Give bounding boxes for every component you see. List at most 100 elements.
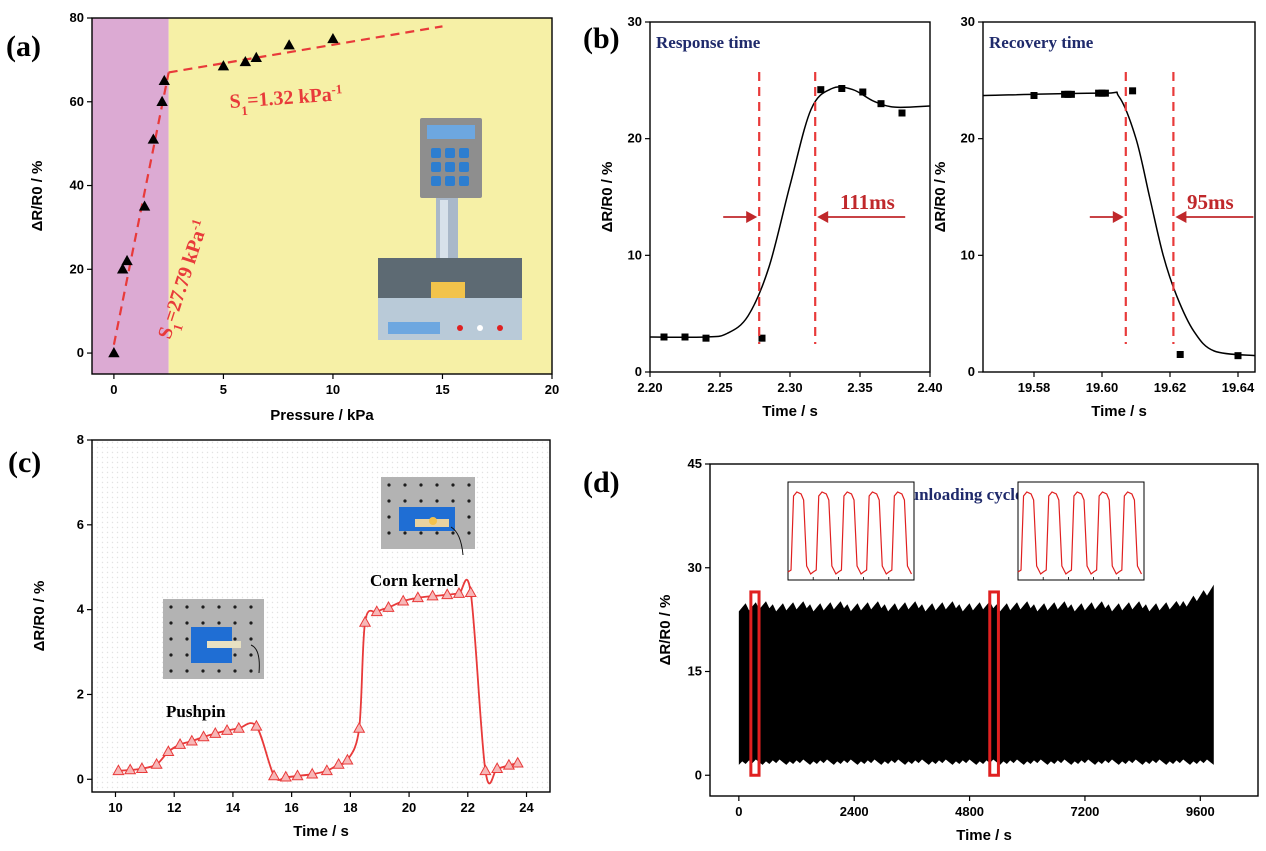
data-point	[877, 100, 885, 108]
data-point	[283, 39, 295, 50]
board-hole	[185, 637, 189, 641]
y-tick-label: 6	[77, 517, 84, 532]
axes-frame	[982, 21, 1256, 373]
x-axis-title: Time / s	[1091, 403, 1147, 420]
data-point	[681, 333, 689, 341]
board-hole	[419, 531, 423, 535]
data-point	[250, 719, 263, 731]
cycling-signal	[738, 584, 1214, 765]
interval-label: 111ms	[840, 190, 895, 214]
axes-frame	[709, 463, 1259, 797]
corn-kernel	[429, 517, 437, 525]
indicator-light	[497, 325, 503, 331]
interval-label: 95ms	[1187, 190, 1234, 214]
board-hole	[403, 499, 407, 503]
board-hole	[233, 637, 237, 641]
x-tick-label: 2.40	[917, 380, 942, 395]
data-point	[332, 757, 345, 769]
label-pushpin: Pushpin	[166, 702, 226, 721]
data-point	[267, 769, 281, 781]
data-point	[1067, 90, 1075, 98]
data-point	[758, 334, 766, 342]
keypad-button	[445, 148, 455, 158]
data-point	[232, 721, 245, 733]
fit-curve	[982, 91, 1256, 357]
indicator-light	[477, 325, 483, 331]
y-tick-label: 20	[961, 131, 975, 146]
panel-label-a: (a)	[6, 30, 41, 63]
x-axis-title: Time / s	[762, 403, 818, 420]
board-hole	[419, 483, 423, 487]
board-hole	[201, 621, 205, 625]
data-point	[859, 88, 867, 96]
board-hole	[249, 669, 253, 673]
data-point	[185, 734, 198, 746]
board-hole	[249, 621, 253, 625]
board-hole	[185, 669, 189, 673]
machine-display	[427, 125, 475, 139]
data-point	[291, 769, 304, 781]
x-tick-label: 22	[461, 800, 475, 815]
board-hole	[435, 483, 439, 487]
data-point	[479, 764, 492, 776]
indicator-light	[457, 325, 463, 331]
data-point	[121, 254, 133, 266]
data-point	[220, 723, 234, 735]
x-tick-label: 20	[402, 800, 416, 815]
y-tick-label: 80	[70, 10, 84, 25]
x-tick-label: 16	[284, 800, 298, 815]
x-axis-title: Time / s	[293, 823, 349, 840]
base-display	[388, 322, 440, 334]
x-tick-label: 0	[110, 382, 117, 397]
slope-text-part: 1	[169, 322, 185, 333]
keypad-button	[445, 162, 455, 172]
y-axis-title: ΔR/R0 / %	[932, 162, 949, 233]
x-tick-label: 10	[326, 382, 340, 397]
y-tick-label: 30	[628, 14, 642, 29]
data-point	[838, 85, 846, 92]
sensor-strip	[207, 641, 241, 648]
y-tick-label: 20	[70, 261, 84, 276]
y-tick-label: 10	[961, 247, 975, 262]
data-point	[108, 347, 120, 358]
board-hole	[387, 483, 391, 487]
data-point	[327, 32, 339, 44]
data-point	[452, 586, 466, 598]
board-hole	[403, 531, 407, 535]
chart-title: Recovery time	[989, 33, 1094, 52]
data-point	[441, 588, 454, 600]
chart-panel-b-response: 2.20 2.25 2.30 2.35 2.40 0 10 20 30 Time / s ΔR/R0…	[599, 14, 943, 420]
keypad-button	[431, 148, 441, 158]
board-hole	[217, 621, 221, 625]
board-hole	[467, 515, 471, 519]
x-tick-label: 0	[735, 804, 742, 819]
data-point	[279, 770, 292, 782]
data-point	[1234, 352, 1242, 360]
data-point	[358, 615, 372, 627]
data-point	[1101, 89, 1109, 97]
data-point	[197, 730, 210, 742]
sensor-wire	[250, 644, 260, 674]
y-axis-title: ΔR/R0 / %	[31, 581, 48, 652]
keypad-button	[431, 162, 441, 172]
x-tick-label: 19.62	[1154, 380, 1187, 395]
x-tick-label: 2.30	[777, 380, 802, 395]
board-hole	[387, 515, 391, 519]
data-point	[511, 756, 524, 768]
data-point	[173, 737, 187, 749]
axes-frame	[91, 17, 553, 375]
keypad-button	[431, 176, 441, 186]
x-tick-label: 5	[220, 382, 227, 397]
board-hole	[233, 621, 237, 625]
data-point	[411, 591, 424, 603]
chart-panel-d: 0 2400 4800 7200 9600 0 15 30 45 Time / s ΔR/R0 / …	[657, 456, 1259, 844]
board-hole	[435, 531, 439, 535]
data-point	[382, 600, 395, 612]
data-point	[397, 594, 410, 606]
x-tick-label: 12	[167, 800, 181, 815]
board-hole	[217, 669, 221, 673]
x-tick-label: 19.64	[1222, 380, 1255, 395]
board-hole	[249, 637, 253, 641]
panel-label-d: (d)	[583, 466, 620, 499]
y-tick-label: 30	[961, 14, 975, 29]
